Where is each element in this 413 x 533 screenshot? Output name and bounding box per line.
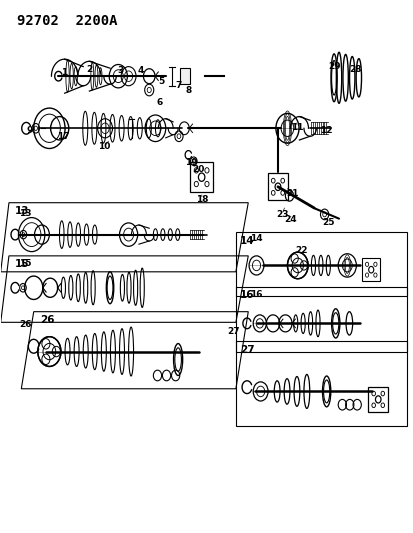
Text: 2: 2 [86, 66, 93, 74]
Text: 25: 25 [322, 219, 334, 228]
Text: 27: 27 [240, 345, 254, 355]
Text: 24: 24 [284, 215, 297, 224]
Bar [190, 163, 213, 192]
Text: 5: 5 [158, 77, 164, 86]
Text: 15: 15 [15, 259, 30, 269]
Text: 17: 17 [57, 132, 70, 141]
Text: 6: 6 [156, 98, 162, 107]
Text: 26: 26 [19, 320, 32, 329]
Text: 23: 23 [275, 210, 287, 219]
Text: 3: 3 [117, 67, 123, 75]
Text: 20: 20 [192, 165, 204, 174]
Text: 8: 8 [185, 85, 191, 94]
Text: 13: 13 [19, 209, 32, 218]
Bar [361, 258, 380, 281]
Bar [180, 68, 190, 84]
Text: 11: 11 [291, 123, 303, 132]
Text: 29: 29 [327, 62, 339, 71]
Text: 13: 13 [15, 206, 30, 216]
Text: 22: 22 [295, 246, 307, 255]
Text: 4: 4 [138, 67, 144, 75]
Text: 14: 14 [249, 235, 262, 244]
Text: 1: 1 [62, 68, 68, 77]
Text: 26: 26 [40, 316, 54, 326]
Text: 16: 16 [250, 289, 262, 298]
Text: 14: 14 [240, 236, 254, 246]
Text: 16: 16 [240, 290, 254, 301]
Text: 10: 10 [98, 142, 111, 151]
Bar [368, 386, 387, 412]
Text: 9: 9 [26, 126, 33, 135]
Bar [267, 173, 287, 200]
Text: 28: 28 [349, 66, 361, 74]
Text: 7: 7 [175, 81, 181, 90]
Text: 27: 27 [227, 327, 240, 336]
Text: 12: 12 [320, 126, 332, 135]
Text: 92702  2200A: 92702 2200A [17, 14, 117, 28]
Text: 19: 19 [185, 158, 197, 167]
Text: 21: 21 [286, 189, 298, 198]
Text: 15: 15 [19, 260, 32, 268]
Text: 18: 18 [195, 195, 208, 204]
